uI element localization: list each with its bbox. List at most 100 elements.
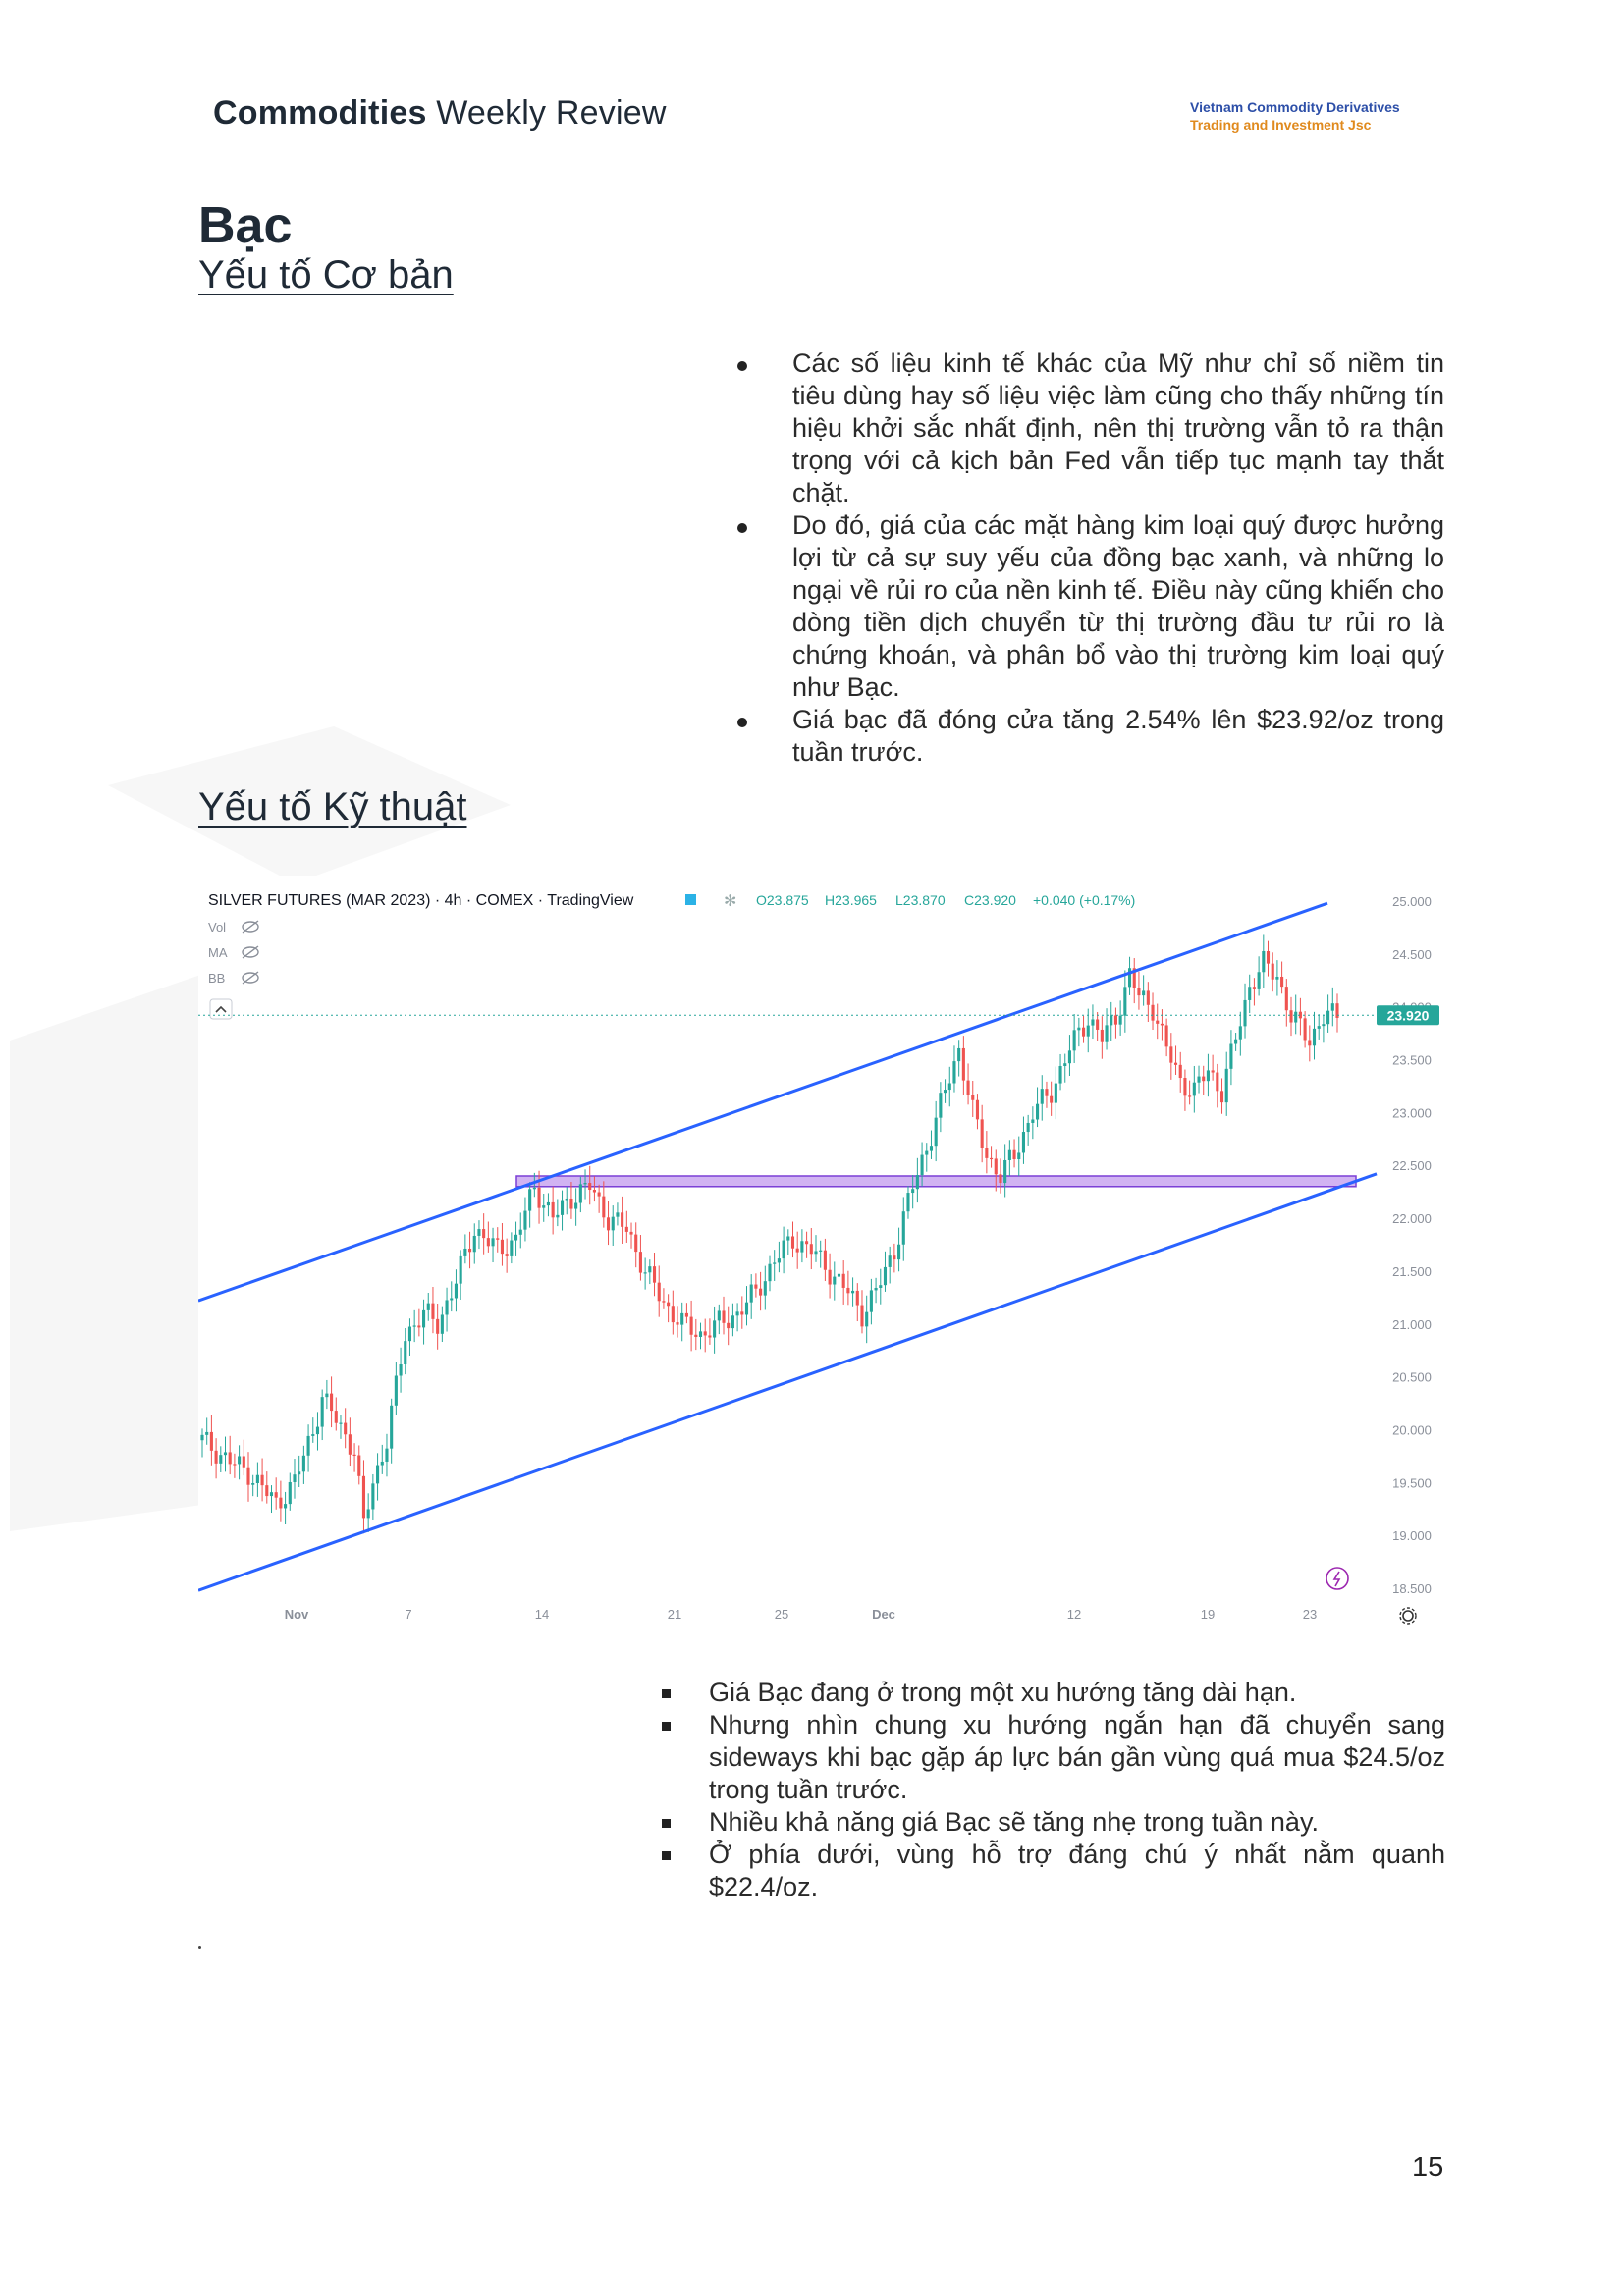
candle [422,1299,426,1345]
candle [999,1158,1002,1194]
candle [315,1412,320,1451]
candle [657,1265,661,1317]
list-item: Nhưng nhìn chung xu hướng ngắn hạn đã ch… [662,1709,1445,1806]
candle [1197,1065,1201,1094]
candle [1054,1066,1057,1120]
candle [459,1250,462,1300]
candle [1077,1017,1081,1047]
eye-hidden-icon[interactable] [242,945,259,959]
candle [915,1157,919,1203]
x-tick-label: 12 [1067,1607,1081,1622]
x-tick-label: 25 [775,1607,788,1622]
x-tick-label: 19 [1201,1607,1215,1622]
list-item: Giá Bạc đang ở trong một xu hướng tăng d… [662,1677,1445,1709]
candle [1252,978,1256,1006]
candle [320,1389,324,1441]
candle [1169,1033,1173,1080]
candle [1335,993,1339,1033]
indicator-vol-label: Vol [208,920,226,934]
candle [556,1199,560,1227]
candle [510,1232,514,1264]
candle [491,1227,495,1263]
bullet-square-icon [662,1722,671,1731]
candle [468,1231,472,1269]
candle [985,1131,989,1174]
y-tick-label: 25.000 [1392,894,1432,909]
candle [293,1459,297,1499]
candle [1063,1053,1067,1083]
upper-trendline [198,901,1328,1303]
candle [1294,994,1298,1035]
section-title: Bạc [198,197,293,254]
candle [1216,1063,1219,1108]
candle [957,1040,961,1077]
candle [906,1186,910,1219]
settings-snowflake-icon[interactable]: ✻ [724,891,736,910]
candle [407,1318,412,1356]
candle [592,1176,596,1202]
candle [768,1255,772,1292]
candle [1040,1075,1044,1121]
candle [380,1444,384,1474]
lightning-icon[interactable] [1326,1567,1349,1590]
candle [1058,1053,1062,1091]
candle [694,1318,698,1351]
last-price-value: 23.920 [1387,1007,1430,1023]
candle [800,1229,804,1263]
candle [450,1281,454,1312]
chart-settings-gear-icon[interactable] [1399,1607,1417,1625]
candle [855,1283,859,1322]
candle [846,1270,850,1306]
candle [274,1477,278,1510]
candle [1243,983,1247,1039]
candle [629,1222,633,1249]
y-tick-label: 22.500 [1392,1158,1432,1173]
candle [869,1278,873,1325]
candle [1280,961,1284,994]
y-tick-label: 20.000 [1392,1422,1432,1437]
candle [1183,1069,1187,1111]
candle [477,1220,481,1250]
y-tick-label: 23.000 [1392,1105,1432,1120]
candle [971,1080,975,1117]
report-title: Commodities Weekly Review [213,94,667,132]
candle [246,1452,250,1502]
candle [376,1453,380,1501]
candle [339,1415,343,1439]
candle [911,1175,915,1209]
ohlc-close: C23.920 [964,892,1016,908]
candle [306,1424,310,1472]
y-tick-label: 20.500 [1392,1370,1432,1385]
candle [795,1231,799,1269]
candle [284,1491,288,1524]
candle [1326,994,1330,1033]
candle [1266,940,1271,977]
candle [874,1277,878,1304]
candle [703,1318,707,1353]
candle [1206,1053,1210,1097]
candle [1234,1033,1238,1051]
candle [500,1222,504,1266]
candle [399,1347,403,1393]
candle [1160,1009,1164,1041]
candle [454,1269,459,1312]
x-tick-label: Dec [872,1607,895,1622]
y-tick-label: 19.500 [1392,1475,1432,1490]
candle [1096,1012,1100,1041]
bullet-dot-icon [737,523,747,533]
candle [371,1473,375,1520]
company-name-line1: Vietnam Commodity Derivatives [1190,99,1400,115]
eye-hidden-icon[interactable] [242,920,259,934]
bullet-square-icon [662,1819,671,1828]
eye-hidden-icon[interactable] [242,971,259,985]
candle [1110,1001,1113,1041]
collapse-chevron-up-icon[interactable] [209,998,233,1020]
y-tick-label: 21.000 [1392,1317,1432,1332]
list-item: Ở phía dưới, vùng hỗ trợ đáng chú ý nhất… [662,1839,1445,1903]
candle [1091,1004,1095,1040]
candle [528,1182,532,1228]
indicator-ma-label: MA [208,945,228,960]
candle [759,1271,763,1311]
candle [390,1398,394,1464]
candle [583,1169,587,1200]
